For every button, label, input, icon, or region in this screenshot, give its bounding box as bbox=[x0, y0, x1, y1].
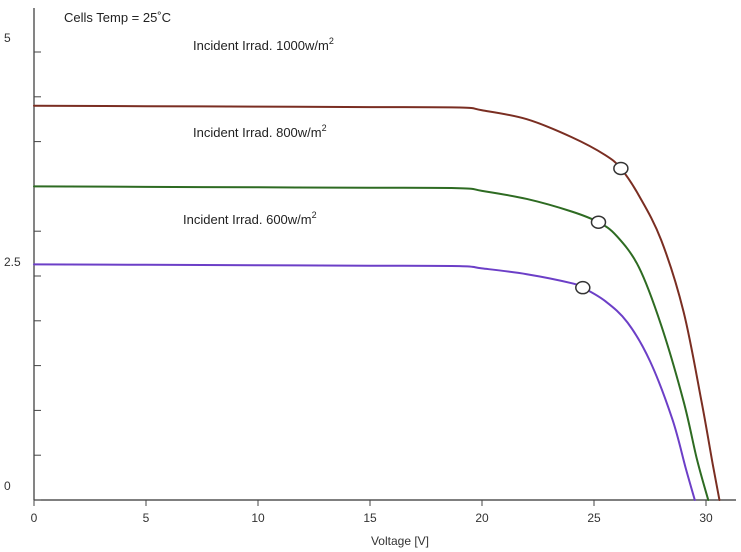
mpp-marker bbox=[613, 161, 629, 176]
series-1: Incident Irrad. 800w/m2 bbox=[33, 123, 710, 501]
x-ticks: 0 5 10 15 20 25 30 bbox=[31, 500, 713, 525]
series-line bbox=[33, 104, 721, 501]
x-tick-label: 15 bbox=[363, 511, 377, 525]
mpp-marker bbox=[590, 215, 607, 229]
y-tick-label: 2.5 bbox=[4, 255, 21, 269]
series-layer: Incident Irrad. 1000w/m2 Incident Irrad. … bbox=[33, 36, 721, 501]
x-tick-label: 0 bbox=[31, 511, 38, 525]
mpp-marker bbox=[575, 280, 591, 295]
x-tick-label: 30 bbox=[699, 511, 713, 525]
series-line bbox=[33, 263, 696, 501]
y-ticks: 02.55 bbox=[4, 31, 41, 501]
x-axis-label: Voltage [V] bbox=[371, 534, 429, 548]
x-tick-label: 10 bbox=[251, 511, 265, 525]
axes: 0 5 10 15 20 25 30 02.55 bbox=[4, 8, 736, 525]
series-2: Incident Irrad. 600w/m2 bbox=[33, 210, 696, 501]
series-label: Incident Irrad. 800w/m2 bbox=[193, 123, 327, 140]
series-label: Incident Irrad. 600w/m2 bbox=[183, 210, 317, 227]
series-label: Incident Irrad. 1000w/m2 bbox=[193, 36, 334, 53]
y-tick-label: 5 bbox=[4, 31, 11, 45]
x-tick-label: 20 bbox=[475, 511, 489, 525]
x-tick-label: 25 bbox=[587, 511, 601, 525]
series-line bbox=[33, 185, 710, 501]
series-0: Incident Irrad. 1000w/m2 bbox=[33, 36, 721, 501]
x-tick-label: 5 bbox=[143, 511, 150, 525]
chart-title: Cells Temp = 25˚C bbox=[64, 10, 171, 25]
y-tick-label: 0 bbox=[4, 479, 11, 493]
